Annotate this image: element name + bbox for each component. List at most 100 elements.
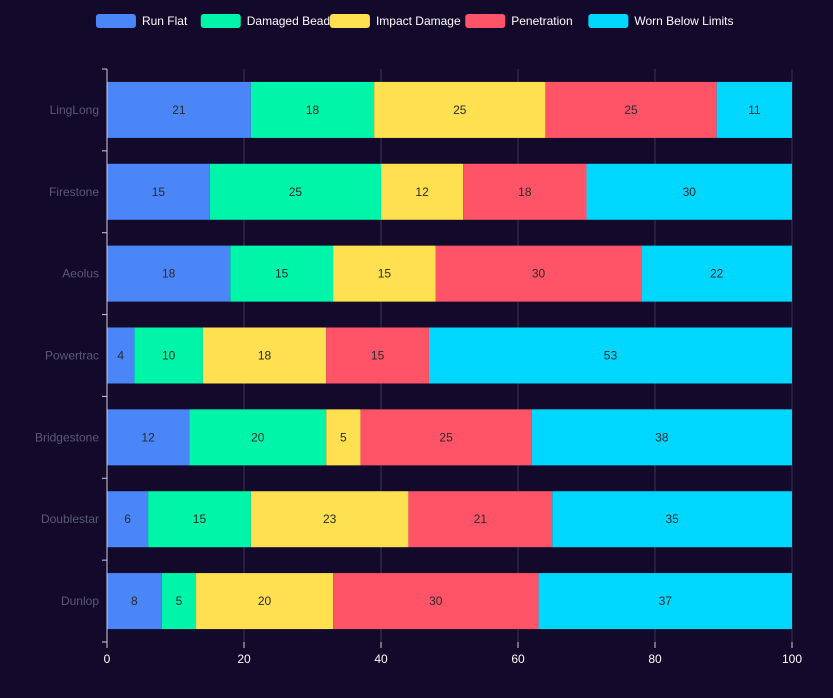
data-label: 11 — [748, 103, 761, 117]
data-label: 15 — [193, 512, 207, 526]
x-tick-label: 20 — [237, 652, 251, 666]
category-label: Firestone — [49, 185, 99, 199]
legend-label: Damaged Bead — [247, 14, 330, 28]
bar-segment — [408, 491, 553, 548]
legend-item-impact-damage: Impact Damage — [329, 14, 461, 28]
legend-label: Run Flat — [142, 14, 188, 28]
bar-segment — [134, 327, 203, 384]
data-label: 30 — [532, 267, 546, 281]
data-label: 15 — [378, 267, 392, 281]
data-label: 4 — [117, 349, 124, 363]
bar-segment — [326, 327, 429, 384]
bar-segment — [374, 81, 546, 138]
bar-segment — [107, 409, 190, 466]
category-label: Doublestar — [41, 512, 99, 526]
data-label: 25 — [453, 103, 467, 117]
data-label: 8 — [131, 594, 138, 608]
data-label: 25 — [289, 185, 303, 199]
bar-segment — [333, 573, 539, 630]
legend-item-worn-below-limits: Worn Below Limits — [588, 14, 733, 28]
bar-segment — [250, 81, 375, 138]
data-label: 23 — [323, 512, 337, 526]
bar-segment — [716, 81, 792, 138]
data-label: 15 — [275, 267, 289, 281]
data-label: 21 — [474, 512, 488, 526]
bar-segment — [326, 409, 361, 466]
bar-row-aeolus: 18 15 15 30 22 — [107, 245, 792, 302]
data-label: 15 — [371, 349, 385, 363]
bar-row-dunlop: 8 5 20 30 37 — [107, 573, 792, 630]
data-label: 25 — [439, 430, 453, 444]
data-label: 20 — [251, 430, 265, 444]
bar-segment — [107, 163, 210, 220]
x-tick-label: 60 — [511, 652, 525, 666]
bar-segment — [148, 491, 251, 548]
data-label: 21 — [172, 103, 186, 117]
bar-row-linglong: 21 18 25 25 11 — [107, 81, 792, 138]
bar-segment — [531, 409, 792, 466]
category-label: LingLong — [50, 103, 99, 117]
legend-label: Penetration — [511, 14, 572, 28]
legend-item-run-flat: Run Flat — [95, 14, 188, 28]
legend-swatch — [95, 14, 136, 28]
x-tick-label: 100 — [782, 652, 802, 666]
bar-segment — [107, 491, 149, 548]
bar-segment — [463, 163, 587, 220]
bar-segment — [641, 245, 792, 302]
legend: Run Flat Damaged Bead Impact Damage Penetra… — [95, 14, 733, 28]
bar-segment — [230, 245, 334, 302]
bar-segment — [586, 163, 792, 220]
data-label: 5 — [340, 430, 347, 444]
data-label: 18 — [258, 349, 272, 363]
bar-segment — [161, 573, 197, 630]
bar-segment — [552, 491, 792, 548]
legend-swatch — [329, 14, 370, 28]
category-label: Bridgestone — [35, 430, 99, 444]
data-label: 10 — [162, 349, 176, 363]
bar-row-bridgestone: 12 20 5 25 38 — [107, 409, 792, 466]
x-tick-label: 0 — [104, 652, 111, 666]
data-label: 12 — [141, 430, 155, 444]
legend-label: Impact Damage — [376, 14, 461, 28]
bar-segment — [189, 409, 327, 466]
category-label: Aeolus — [62, 267, 99, 281]
bar-segment — [333, 245, 436, 302]
bar-segment — [435, 245, 642, 302]
data-label: 18 — [306, 103, 320, 117]
bar-segment — [538, 573, 792, 630]
bar-segment — [545, 81, 717, 138]
legend-item-damaged-bead: Damaged Bead — [200, 14, 330, 28]
data-label: 30 — [429, 594, 443, 608]
legend-swatch — [465, 14, 506, 28]
bar-segment — [209, 163, 381, 220]
legend-item-penetration: Penetration — [465, 14, 573, 28]
bar-segment — [107, 245, 231, 302]
bar-segment — [196, 573, 334, 630]
category-label: Dunlop — [61, 594, 99, 608]
data-label: 18 — [162, 267, 176, 281]
x-tick-label: 80 — [648, 652, 662, 666]
bar-segment — [202, 327, 327, 384]
data-label: 53 — [604, 349, 618, 363]
data-label: 6 — [124, 512, 131, 526]
bar-segment — [107, 81, 251, 138]
bar-segment — [381, 163, 464, 220]
legend-label: Worn Below Limits — [634, 14, 733, 28]
data-label: 18 — [518, 185, 532, 199]
data-label: 12 — [415, 185, 429, 199]
data-label: 25 — [624, 103, 638, 117]
bar-row-firestone: 15 25 12 18 30 — [107, 163, 792, 220]
bar-segment — [250, 491, 409, 548]
data-label: 35 — [665, 512, 679, 526]
axes: LingLong Firestone Aeolus Powertrac Bridgest… — [35, 69, 802, 666]
data-label: 15 — [152, 185, 166, 199]
category-label: Powertrac — [45, 349, 99, 363]
bar-segment — [107, 327, 135, 384]
bar-segment — [107, 573, 162, 630]
data-label: 37 — [659, 594, 673, 608]
data-label: 5 — [176, 594, 183, 608]
data-label: 22 — [710, 267, 724, 281]
data-label: 38 — [655, 430, 669, 444]
